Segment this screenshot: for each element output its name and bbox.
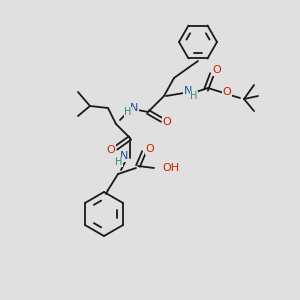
Text: N: N [120,151,128,161]
Text: O: O [163,117,171,127]
Text: N: N [130,103,138,113]
Text: O: O [106,145,116,155]
Text: O: O [213,65,221,75]
Text: OH: OH [162,163,179,173]
Text: H: H [190,91,198,101]
Text: H: H [124,107,132,117]
Text: N: N [184,86,192,96]
Text: O: O [223,87,231,97]
Text: O: O [146,144,154,154]
Text: H: H [115,157,123,167]
